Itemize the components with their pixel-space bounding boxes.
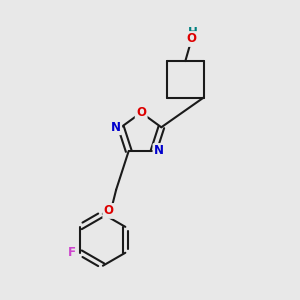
Text: N: N	[154, 145, 164, 158]
Text: H: H	[188, 26, 198, 39]
Text: O: O	[136, 106, 146, 119]
Text: O: O	[186, 32, 196, 46]
Text: O: O	[104, 205, 114, 218]
Text: F: F	[68, 246, 76, 259]
Text: N: N	[111, 121, 121, 134]
